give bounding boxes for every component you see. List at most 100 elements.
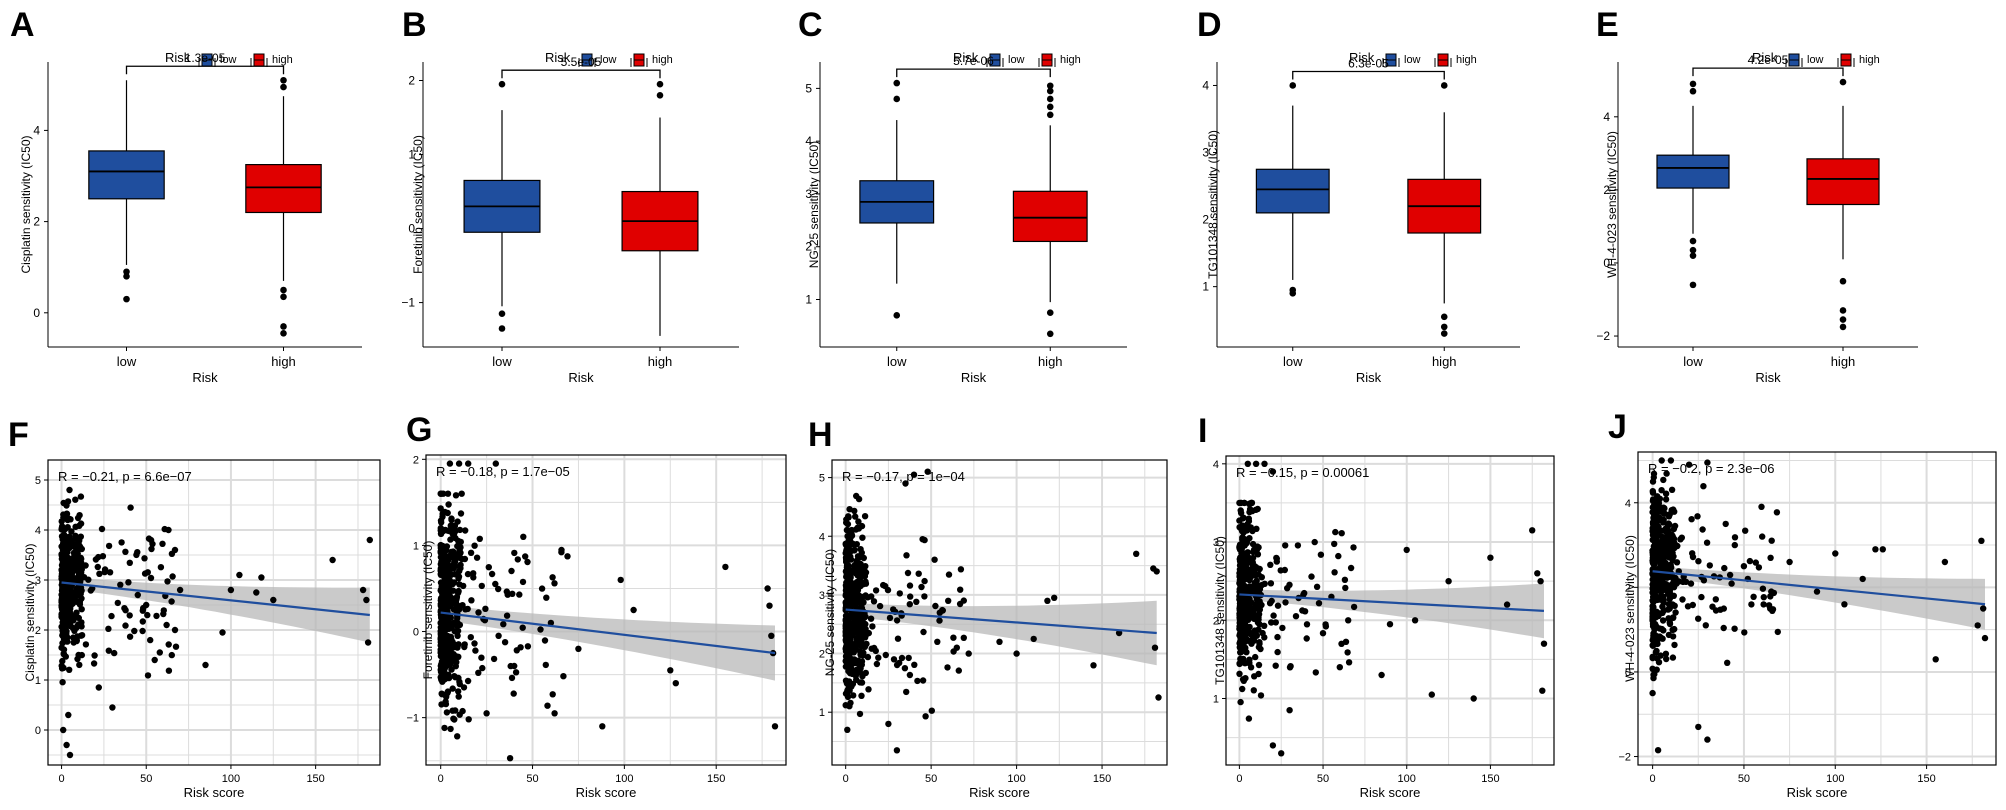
data-point (449, 587, 457, 594)
data-point (843, 573, 850, 580)
outlier-point (1289, 290, 1297, 297)
data-point (443, 613, 451, 620)
data-point (143, 601, 150, 609)
data-point (446, 460, 454, 467)
y-tick-label: 2 (805, 240, 812, 254)
data-point (451, 716, 458, 723)
plot-frame (47, 459, 381, 766)
data-point (465, 460, 472, 467)
data-point (461, 555, 469, 563)
data-point (363, 596, 370, 604)
data-point (1673, 580, 1680, 587)
data-point (1671, 625, 1678, 633)
data-point (1386, 621, 1394, 628)
data-point (63, 502, 70, 509)
y-tick-label: 4 (819, 531, 825, 543)
data-point (1704, 736, 1711, 743)
data-point (617, 576, 624, 584)
data-point (1258, 581, 1266, 589)
data-point (918, 583, 925, 591)
data-point (68, 528, 75, 535)
data-point (442, 700, 450, 708)
outlier-point (1689, 237, 1697, 245)
x-tick-label: 50 (1738, 773, 1750, 785)
data-point (1653, 647, 1660, 655)
data-point (1649, 489, 1657, 496)
data-point (1813, 588, 1821, 595)
data-point (455, 693, 462, 700)
data-point (1731, 541, 1739, 549)
data-point (1746, 557, 1754, 565)
data-point (1268, 597, 1275, 605)
data-point (1244, 659, 1252, 666)
data-point (456, 711, 463, 718)
x-tick-label: high (271, 354, 296, 369)
data-point (77, 520, 85, 527)
x-tick-label: high (1432, 354, 1457, 369)
x-tick-label: 0 (1236, 773, 1242, 785)
data-point (1654, 747, 1662, 754)
y-axis-label: Cisplatin sensitivity (IC50) (19, 135, 33, 273)
data-point (66, 486, 73, 494)
data-point (1666, 595, 1673, 603)
data-point (1317, 551, 1325, 558)
data-point (1345, 659, 1353, 666)
data-point (147, 636, 154, 644)
data-point (903, 552, 910, 559)
data-point (516, 591, 523, 598)
data-point (1344, 649, 1351, 656)
data-point (856, 679, 864, 686)
data-point (842, 617, 849, 624)
confidence-band (845, 600, 1157, 666)
panel-label: G (406, 411, 432, 449)
data-point (1286, 581, 1293, 588)
data-point (911, 661, 918, 668)
data-point (844, 726, 851, 733)
data-point (1724, 659, 1731, 666)
x-tick-label: 50 (526, 773, 538, 785)
x-tick-label: 0 (1650, 773, 1656, 785)
outlier-point (280, 286, 287, 294)
data-point (448, 516, 455, 524)
data-point (1652, 587, 1659, 594)
scatter-points (1649, 457, 1989, 754)
data-point (1773, 509, 1781, 516)
outlier-point (656, 92, 664, 99)
panel-label: F (8, 416, 29, 454)
outlier-point (1440, 323, 1448, 331)
data-point (1760, 601, 1767, 608)
data-point (1251, 632, 1259, 640)
data-point (848, 547, 855, 554)
legend: Risk low high (165, 50, 293, 67)
x-axis-label: Risk score (1787, 785, 1848, 800)
x-tick-label: 50 (140, 773, 152, 785)
data-point (1654, 655, 1661, 662)
plot-frame (425, 454, 787, 766)
data-point (1539, 687, 1546, 694)
data-point (475, 609, 482, 616)
p-value-label: 5.7e-06 (953, 54, 994, 68)
data-point (438, 624, 445, 631)
regression-line (1239, 593, 1545, 612)
outlier-point (1046, 309, 1054, 316)
data-point (439, 596, 446, 603)
legend-label-high: high (652, 54, 673, 66)
data-point (1254, 505, 1261, 513)
data-point (443, 693, 450, 700)
data-point (495, 632, 502, 639)
data-point (72, 532, 79, 539)
data-point (1672, 609, 1679, 616)
data-point (863, 631, 870, 638)
legend-label-low: low (1008, 54, 1025, 66)
data-point (1287, 663, 1294, 670)
data-point (558, 549, 565, 556)
data-point (478, 654, 485, 661)
x-tick-label: 0 (843, 773, 849, 785)
data-point (873, 660, 881, 668)
data-point (452, 621, 459, 628)
data-point (454, 614, 461, 622)
data-point (151, 656, 158, 664)
legend: Risk low high (545, 50, 673, 67)
data-point (70, 617, 77, 624)
data-point (922, 713, 929, 720)
